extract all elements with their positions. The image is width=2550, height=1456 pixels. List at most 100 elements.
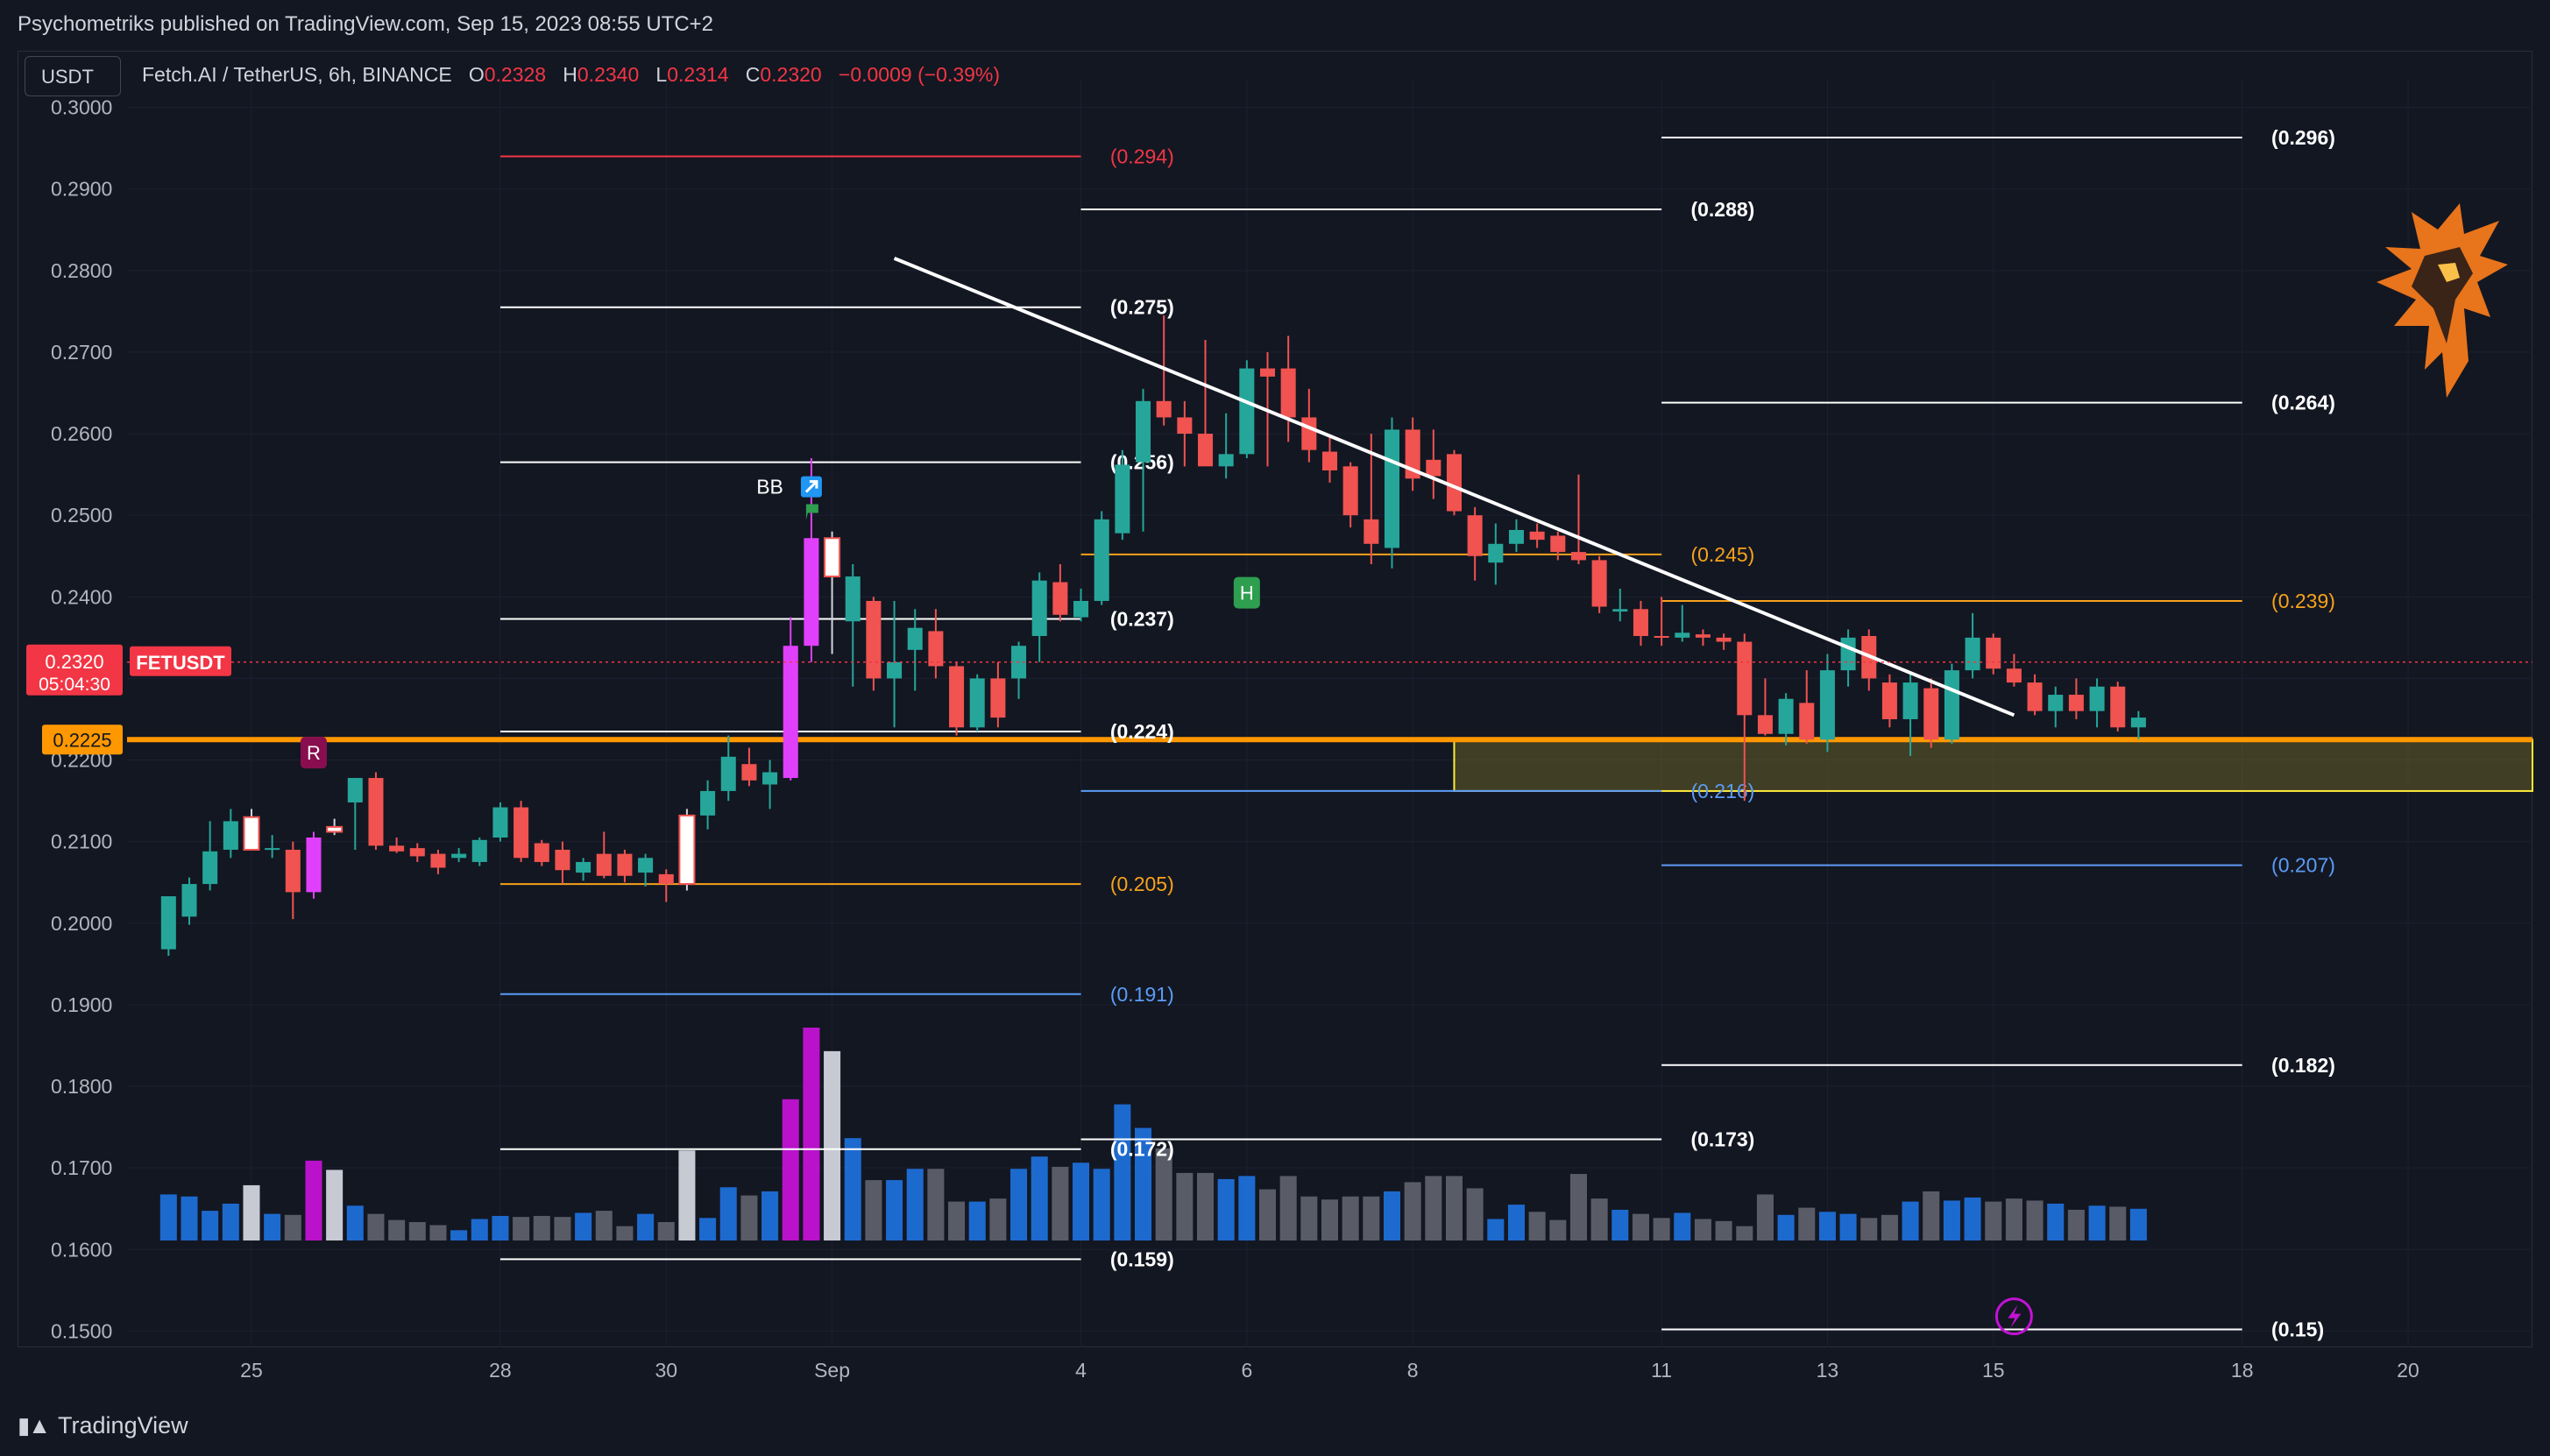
currency-button[interactable]: USDT [25, 56, 121, 96]
support-zone-layer [127, 737, 2533, 792]
candle-body [2130, 717, 2146, 728]
candle-body [347, 778, 363, 802]
candle-body [720, 756, 736, 791]
volume-bar [1052, 1166, 1069, 1240]
volume-bar [1114, 1104, 1131, 1240]
volume-bar [1632, 1213, 1649, 1240]
candle-body [1654, 636, 1669, 639]
dragon-logo [2376, 203, 2508, 398]
candle-body [326, 825, 344, 833]
trendline-layer[interactable] [893, 257, 2015, 717]
candle-body [804, 538, 819, 647]
volume-bar [575, 1212, 592, 1240]
candle-body [887, 661, 903, 679]
volume-bar [1342, 1196, 1359, 1240]
candle-body [1591, 560, 1607, 607]
candle-body [1156, 400, 1172, 418]
y-tick-label: 0.1900 [51, 993, 112, 1016]
header-bar: Psychometriks published on TradingView.c… [0, 0, 2550, 51]
fib-level-label: (0.239) [2271, 590, 2335, 612]
candle-body [741, 764, 757, 781]
fib-level-label: (0.172) [1110, 1138, 1174, 1161]
volume-bar [408, 1221, 426, 1240]
volume-bar [492, 1215, 509, 1240]
support-price-value: 0.2225 [53, 729, 111, 751]
fib-level-label: (0.264) [2271, 392, 2335, 414]
time-axis[interactable]: 25 28 30 Sep 4 6 8 11 13 15 18 20 [240, 1359, 2419, 1382]
y-tick-label: 0.2000 [51, 912, 112, 935]
candle-body [160, 896, 176, 950]
volume-bar [1425, 1176, 1442, 1240]
x-tick-label: 20 [2397, 1359, 2419, 1382]
volume-bar [1777, 1214, 1795, 1240]
legend-o-label: O [468, 63, 485, 86]
volume-bar [1363, 1196, 1380, 1240]
volume-bar [886, 1180, 903, 1240]
candle-body [265, 848, 280, 851]
lightning-icon[interactable] [1994, 1297, 2033, 1336]
descending-trendline[interactable] [893, 257, 2015, 717]
y-tick-label: 0.2400 [51, 585, 112, 608]
volume-bar [429, 1225, 447, 1240]
candle-body [430, 853, 446, 868]
support-zone-box[interactable] [1453, 739, 2533, 792]
tradingview-brand[interactable]: ▮▲ TradingView [18, 1412, 188, 1439]
symbol-price-tag [130, 646, 231, 676]
volume-bar [1694, 1219, 1711, 1240]
volume-bar [678, 1150, 696, 1240]
candle-body [1633, 609, 1648, 637]
volume-bar [243, 1184, 260, 1240]
fib-level-label: (0.288) [1690, 198, 1754, 221]
y-tick-label: 0.1600 [51, 1238, 112, 1261]
candle-body [700, 790, 716, 816]
fib-level-label: (0.275) [1110, 296, 1174, 319]
volume-bar [1196, 1172, 1215, 1240]
volume-bar [761, 1191, 779, 1240]
chart-panel[interactable] [18, 51, 2532, 1347]
volume-bar [844, 1138, 861, 1240]
x-tick-label: 13 [1817, 1359, 1839, 1382]
signal-badge[interactable] [300, 737, 327, 769]
candle-body [1052, 582, 1068, 615]
volume-bar [264, 1213, 281, 1240]
candle-body [1239, 368, 1255, 455]
volume-bar [948, 1201, 966, 1240]
candle-body [866, 600, 882, 679]
signal-badge[interactable] [1233, 576, 1260, 609]
candle-body [1675, 633, 1690, 638]
volume-bar [202, 1211, 219, 1240]
candle-body [1321, 451, 1338, 470]
volume-bar [1715, 1220, 1732, 1240]
candle-body [1944, 670, 1959, 740]
published-info: Psychometriks published on TradingView.c… [18, 12, 714, 36]
volume-bar [284, 1214, 301, 1240]
candle-body [1115, 464, 1130, 534]
volume-bar [305, 1160, 322, 1240]
volume-bar [989, 1198, 1007, 1240]
volume-bar [657, 1221, 675, 1240]
candle-body [1965, 637, 1980, 671]
legend-low: 0.2314 [667, 63, 729, 86]
candle-body [1612, 609, 1628, 612]
fib-level-label: (0.159) [1110, 1247, 1174, 1270]
fib-level-label: (0.15) [2271, 1318, 2324, 1341]
candle-body [969, 678, 985, 728]
fib-level-label: (0.237) [1110, 607, 1174, 630]
price-axis[interactable]: 0.3000 0.2900 0.2800 0.2700 0.2600 0.2500 0.24… [51, 96, 112, 1343]
candle-body [306, 838, 322, 893]
volume-bar [1611, 1209, 1629, 1240]
candle-body [1778, 698, 1794, 734]
volume-bar [1756, 1194, 1774, 1240]
volume-bar [181, 1196, 198, 1240]
candle-body [2006, 668, 2022, 683]
y-tick-label: 0.2900 [51, 178, 112, 201]
candle-body [1384, 429, 1400, 548]
volume-bar [1818, 1212, 1836, 1240]
volume-bar [1031, 1156, 1048, 1240]
candle-body [845, 576, 861, 622]
support-price-tag [42, 724, 123, 755]
candle-body [949, 666, 965, 728]
candle-body [1799, 703, 1815, 740]
fib-level-label: (0.173) [1690, 1128, 1754, 1151]
